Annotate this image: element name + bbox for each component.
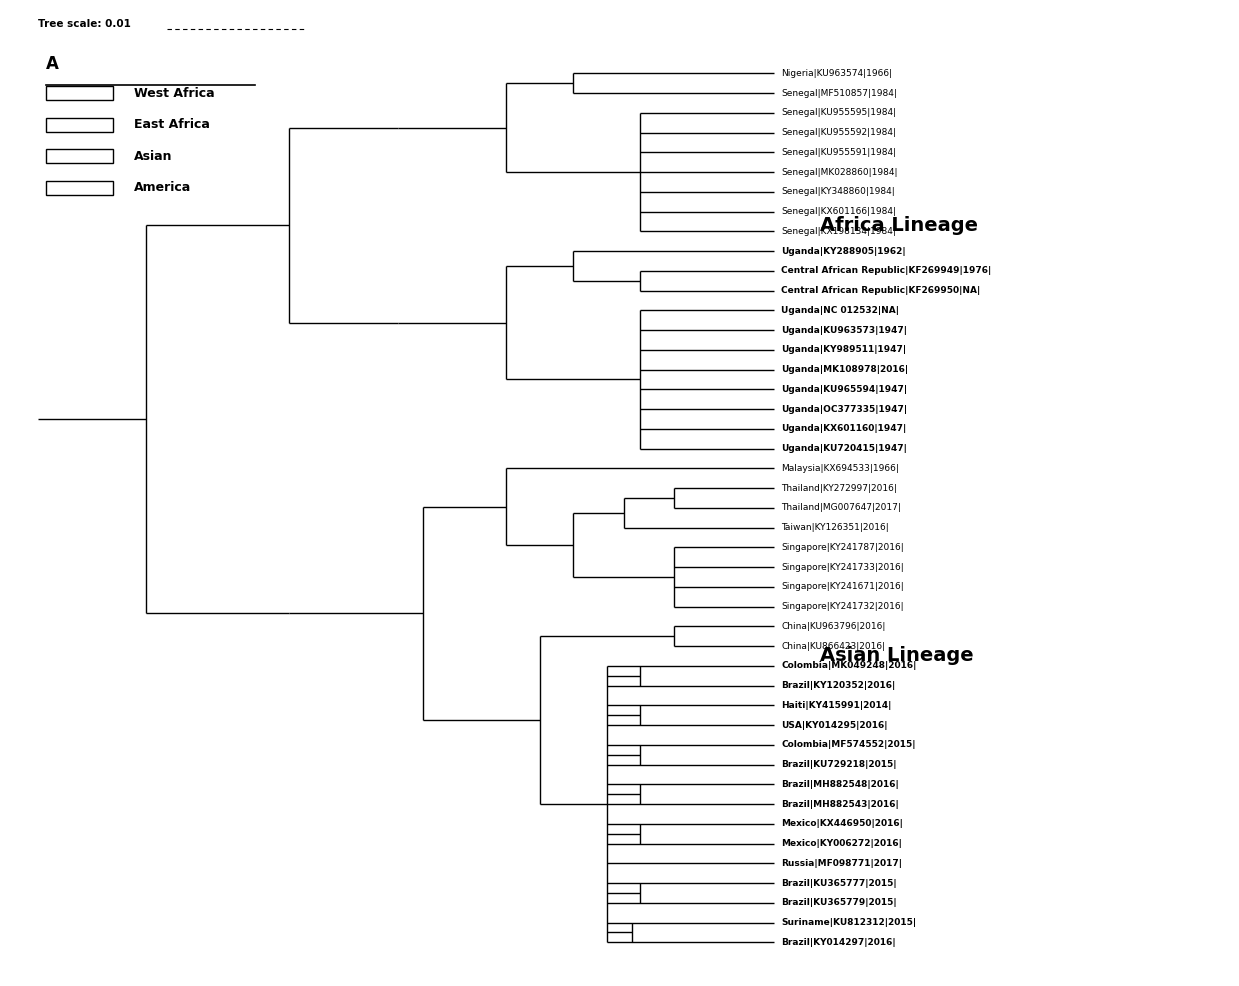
Text: Uganda|MK108978|2016|: Uganda|MK108978|2016| bbox=[781, 365, 908, 374]
Text: Africa Lineage: Africa Lineage bbox=[820, 216, 979, 235]
Text: Uganda|KU965594|1947|: Uganda|KU965594|1947| bbox=[781, 385, 907, 393]
Text: Thailand|KY272997|2016|: Thailand|KY272997|2016| bbox=[781, 483, 897, 493]
Text: China|KU866423|2016|: China|KU866423|2016| bbox=[781, 642, 885, 651]
Text: China|KU963796|2016|: China|KU963796|2016| bbox=[781, 622, 886, 631]
Text: Haiti|KY415991|2014|: Haiti|KY415991|2014| bbox=[781, 701, 891, 710]
Text: Senegal|MK028860|1984|: Senegal|MK028860|1984| bbox=[781, 168, 897, 176]
Text: Thailand|MG007647|2017|: Thailand|MG007647|2017| bbox=[781, 503, 901, 513]
FancyBboxPatch shape bbox=[46, 86, 113, 100]
Text: Senegal|KY348860|1984|: Senegal|KY348860|1984| bbox=[781, 187, 895, 196]
Text: Uganda|KU720415|1947|: Uganda|KU720415|1947| bbox=[781, 444, 907, 453]
Text: Asian: Asian bbox=[134, 150, 172, 163]
Text: Uganda|NC 012532|NA|: Uganda|NC 012532|NA| bbox=[781, 306, 900, 315]
Text: Asian Lineage: Asian Lineage bbox=[820, 646, 974, 665]
Text: Uganda|KY288905|1962|: Uganda|KY288905|1962| bbox=[781, 246, 906, 255]
Text: Brazil|MH882548|2016|: Brazil|MH882548|2016| bbox=[781, 780, 898, 789]
Text: Singapore|KY241732|2016|: Singapore|KY241732|2016| bbox=[781, 602, 903, 611]
Text: America: America bbox=[134, 181, 191, 194]
Text: Russia|MF098771|2017|: Russia|MF098771|2017| bbox=[781, 859, 902, 868]
Text: Brazil|KU729218|2015|: Brazil|KU729218|2015| bbox=[781, 760, 897, 769]
Text: Colombia|MF574552|2015|: Colombia|MF574552|2015| bbox=[781, 740, 916, 749]
Text: Senegal|KU955591|1984|: Senegal|KU955591|1984| bbox=[781, 148, 896, 157]
Text: Malaysia|KX694533|1966|: Malaysia|KX694533|1966| bbox=[781, 463, 900, 473]
Text: Taiwan|KY126351|2016|: Taiwan|KY126351|2016| bbox=[781, 523, 888, 532]
Text: West Africa: West Africa bbox=[134, 87, 214, 100]
Text: Singapore|KY241787|2016|: Singapore|KY241787|2016| bbox=[781, 543, 903, 552]
FancyBboxPatch shape bbox=[46, 117, 113, 131]
Text: Singapore|KY241733|2016|: Singapore|KY241733|2016| bbox=[781, 563, 903, 572]
Text: Central African Republic|KF269950|NA|: Central African Republic|KF269950|NA| bbox=[781, 286, 980, 295]
Text: Mexico|KX446950|2016|: Mexico|KX446950|2016| bbox=[781, 819, 903, 828]
Text: Brazil|MH882543|2016|: Brazil|MH882543|2016| bbox=[781, 800, 898, 809]
Text: Nigeria|KU963574|1966|: Nigeria|KU963574|1966| bbox=[781, 69, 892, 78]
FancyBboxPatch shape bbox=[46, 181, 113, 195]
Text: Central African Republic|KF269949|1976|: Central African Republic|KF269949|1976| bbox=[781, 266, 991, 275]
Text: Mexico|KY006272|2016|: Mexico|KY006272|2016| bbox=[781, 839, 902, 848]
Text: Uganda|OC377335|1947|: Uganda|OC377335|1947| bbox=[781, 404, 907, 413]
FancyBboxPatch shape bbox=[46, 149, 113, 163]
Text: A: A bbox=[46, 55, 59, 73]
Text: Senegal|KU955592|1984|: Senegal|KU955592|1984| bbox=[781, 128, 896, 137]
Text: Senegal|KX601166|1984|: Senegal|KX601166|1984| bbox=[781, 207, 896, 216]
Text: Brazil|KY014297|2016|: Brazil|KY014297|2016| bbox=[781, 938, 896, 947]
Text: Senegal|KU955595|1984|: Senegal|KU955595|1984| bbox=[781, 108, 896, 117]
Text: Senegal|KX198134|1984|: Senegal|KX198134|1984| bbox=[781, 227, 896, 236]
Text: Senegal|MF510857|1984|: Senegal|MF510857|1984| bbox=[781, 89, 897, 98]
Text: Uganda|KX601160|1947|: Uganda|KX601160|1947| bbox=[781, 424, 906, 433]
Text: Brazil|KU365777|2015|: Brazil|KU365777|2015| bbox=[781, 879, 897, 887]
Text: Tree scale: 0.01: Tree scale: 0.01 bbox=[37, 19, 130, 29]
Text: Colombia|MK049248|2016|: Colombia|MK049248|2016| bbox=[781, 662, 917, 670]
Text: East Africa: East Africa bbox=[134, 118, 209, 131]
Text: Singapore|KY241671|2016|: Singapore|KY241671|2016| bbox=[781, 583, 903, 592]
Text: USA|KY014295|2016|: USA|KY014295|2016| bbox=[781, 721, 887, 730]
Text: Brazil|KY120352|2016|: Brazil|KY120352|2016| bbox=[781, 681, 896, 690]
Text: Brazil|KU365779|2015|: Brazil|KU365779|2015| bbox=[781, 898, 897, 907]
Text: Uganda|KY989511|1947|: Uganda|KY989511|1947| bbox=[781, 345, 906, 354]
Text: Uganda|KU963573|1947|: Uganda|KU963573|1947| bbox=[781, 325, 907, 334]
Text: Suriname|KU812312|2015|: Suriname|KU812312|2015| bbox=[781, 918, 916, 927]
